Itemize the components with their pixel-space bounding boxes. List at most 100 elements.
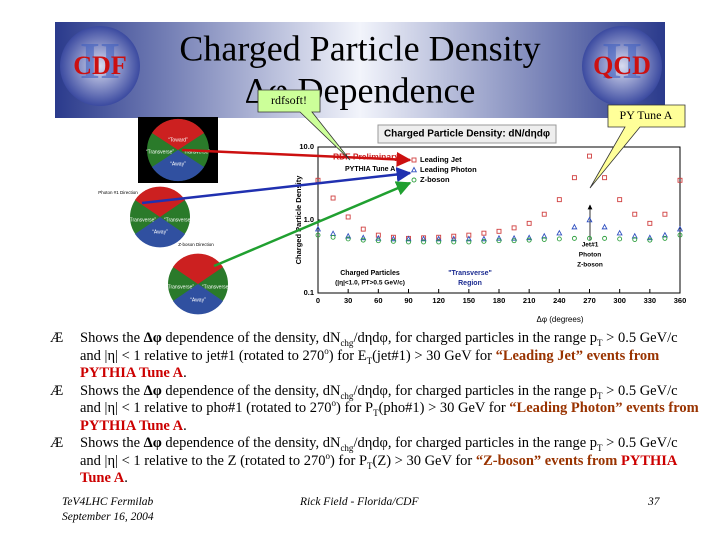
data-point bbox=[360, 226, 366, 232]
bullet-text: dependence of the density, dN bbox=[161, 382, 341, 399]
data-point bbox=[617, 236, 623, 242]
bullet-text: T bbox=[597, 390, 603, 401]
bullet-text: > 0.5 GeV/c and |η| < 1 relative to jet#… bbox=[80, 330, 678, 364]
bullet-text: > 0.5 GeV/c and |η| < 1 relative to the … bbox=[80, 435, 678, 469]
data-point bbox=[375, 238, 381, 244]
data-point bbox=[451, 233, 457, 239]
data-point bbox=[526, 237, 532, 243]
x-tick-label: 0 bbox=[316, 296, 320, 305]
x-tick-label: 120 bbox=[432, 296, 445, 305]
region-label: “Transverse” bbox=[166, 284, 194, 290]
data-point bbox=[556, 197, 562, 203]
bullet-text: (Z) > 30 GeV for bbox=[372, 452, 476, 469]
data-point bbox=[360, 234, 367, 241]
x-tick-label: 360 bbox=[674, 296, 687, 305]
data-point bbox=[330, 195, 336, 201]
logo-mark: II bbox=[602, 33, 642, 90]
bullet-text: Δφ bbox=[143, 382, 162, 399]
data-point bbox=[541, 237, 547, 242]
arrow bbox=[141, 167, 412, 205]
data-point bbox=[541, 211, 547, 217]
x-tick-label: 90 bbox=[404, 296, 412, 305]
x-tick-label: 150 bbox=[463, 296, 476, 305]
data-point bbox=[662, 211, 668, 217]
legend-marker bbox=[410, 166, 418, 173]
bullet-text: /dηdφ, for charged particles in the rang… bbox=[353, 330, 598, 346]
bullet-text: /dηdφ, for charged particles in the rang… bbox=[353, 435, 598, 451]
data-point bbox=[315, 232, 321, 238]
data-point bbox=[647, 237, 653, 243]
legend-label: Leading Photon bbox=[420, 165, 477, 174]
bullet-symbol: Æ bbox=[50, 330, 64, 346]
callout bbox=[257, 89, 351, 161]
bullet-text: “Leading Jet” events bbox=[495, 347, 626, 364]
plot-layer: 10.0 1.0 0.10 30 60 90 120 150 180 210 240 270 300 33… bbox=[299, 142, 686, 305]
logo-text: CDF bbox=[73, 51, 126, 80]
bullet-text: T bbox=[597, 442, 603, 453]
bullet-text: o bbox=[325, 450, 330, 461]
data-point bbox=[465, 235, 472, 242]
direction-label: Photon #1 Direction bbox=[98, 190, 138, 195]
data-point bbox=[406, 239, 411, 245]
data-point bbox=[450, 235, 457, 242]
data-point bbox=[677, 177, 683, 183]
data-point bbox=[375, 232, 381, 238]
data-point bbox=[436, 234, 442, 240]
data-point bbox=[631, 232, 638, 239]
logo-right bbox=[582, 26, 662, 106]
bullet: Æ Shows the Δφ dependence of the density,… bbox=[50, 330, 700, 383]
bullet-text: T bbox=[367, 460, 373, 471]
x-tick-label: 270 bbox=[583, 296, 596, 305]
preliminary: RDF Preliminary bbox=[333, 151, 399, 161]
diagram-zboson bbox=[168, 253, 228, 315]
note: Z-boson bbox=[577, 262, 603, 269]
data-point bbox=[314, 225, 322, 232]
x-tick-label: 300 bbox=[613, 296, 626, 305]
x-tick-label: 240 bbox=[553, 296, 566, 305]
note: (|η|<1.0, PT>0.5 GeV/c) bbox=[335, 280, 405, 287]
bullet-text: ) for E bbox=[328, 347, 367, 364]
region-label: “Transverse” bbox=[128, 217, 156, 223]
data-point bbox=[481, 238, 487, 244]
region-label: “Transverse” bbox=[202, 284, 230, 290]
bullet-text: dependence of the density, dN bbox=[161, 330, 341, 346]
bullet-text: from bbox=[625, 347, 660, 364]
bullet: Æ Shows the Δφ dependence of the density,… bbox=[50, 383, 700, 436]
callout-text: PY Tune A bbox=[620, 108, 673, 122]
data-point bbox=[632, 211, 638, 217]
note: "Transverse" bbox=[448, 270, 492, 277]
bullet-text: Δφ bbox=[143, 330, 162, 346]
data-point bbox=[571, 175, 577, 181]
footer-center: Rick Field - Florida/CDF bbox=[300, 496, 419, 508]
bullet-text: PYTHIA Tune A bbox=[80, 417, 184, 434]
data-point bbox=[466, 239, 472, 245]
y-tick-label: 10.0 bbox=[299, 142, 314, 151]
data-point bbox=[451, 239, 457, 245]
data-point bbox=[571, 235, 577, 241]
data-point bbox=[556, 236, 562, 242]
data-point bbox=[345, 214, 351, 220]
bullet-text: from bbox=[664, 400, 699, 416]
data-point bbox=[345, 236, 351, 242]
note: Jet#1 bbox=[582, 242, 599, 249]
data-point bbox=[587, 235, 592, 241]
note: Charged Particles bbox=[340, 270, 400, 277]
data-point bbox=[587, 153, 592, 159]
data-point bbox=[647, 220, 653, 226]
bullet-text: . bbox=[124, 470, 128, 486]
bullet-text: chg bbox=[340, 337, 354, 348]
x-tick-label: 330 bbox=[644, 296, 657, 305]
data-point bbox=[511, 238, 517, 244]
data-point bbox=[586, 216, 593, 223]
bullet-text: (jet#1) > 30 GeV for bbox=[372, 347, 496, 364]
bullet-text: o bbox=[324, 345, 329, 356]
data-point bbox=[677, 232, 683, 238]
data-point bbox=[511, 225, 517, 231]
bullet-text: /dηdφ, for charged particles in the rang… bbox=[353, 382, 598, 399]
data-point bbox=[496, 228, 502, 234]
data-point bbox=[345, 232, 352, 239]
bullet-text: from bbox=[583, 452, 622, 469]
callout-text: rdfsoft! bbox=[271, 93, 307, 107]
y-axis-label: Charged Particle Density bbox=[294, 175, 303, 265]
